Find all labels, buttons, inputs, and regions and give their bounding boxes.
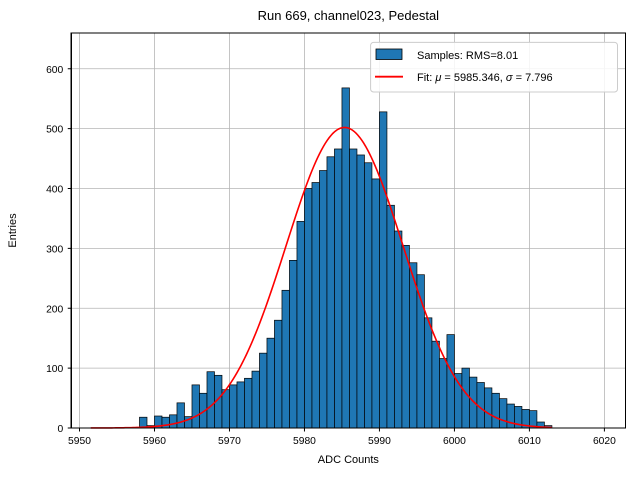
svg-text:6020: 6020 <box>593 436 616 447</box>
svg-text:500: 500 <box>46 125 63 136</box>
svg-text:5990: 5990 <box>368 436 391 447</box>
svg-text:6010: 6010 <box>518 436 541 447</box>
svg-text:0: 0 <box>58 424 64 435</box>
svg-text:ADC Counts: ADC Counts <box>318 454 380 466</box>
svg-text:600: 600 <box>46 65 63 76</box>
svg-text:5960: 5960 <box>143 436 166 447</box>
svg-text:Samples: RMS=8.01: Samples: RMS=8.01 <box>417 50 518 62</box>
svg-text:5980: 5980 <box>293 436 316 447</box>
svg-text:Fit: μ = 5985.346, σ = 7.796: Fit: μ = 5985.346, σ = 7.796 <box>417 72 553 84</box>
svg-text:Run 669, channel023, Pedestal: Run 669, channel023, Pedestal <box>258 8 440 23</box>
svg-text:300: 300 <box>46 244 63 255</box>
svg-text:200: 200 <box>46 304 63 315</box>
svg-text:100: 100 <box>46 364 63 375</box>
svg-text:6000: 6000 <box>443 436 466 447</box>
svg-text:400: 400 <box>46 185 63 196</box>
svg-text:5970: 5970 <box>218 436 241 447</box>
svg-text:Entries: Entries <box>7 213 19 248</box>
svg-text:5950: 5950 <box>68 436 91 447</box>
